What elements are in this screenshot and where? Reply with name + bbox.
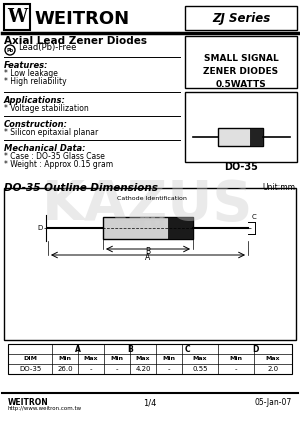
Text: 4.20: 4.20 bbox=[135, 366, 151, 372]
Text: -: - bbox=[168, 366, 170, 372]
FancyBboxPatch shape bbox=[185, 6, 297, 30]
Text: Min: Min bbox=[58, 357, 71, 362]
Text: .ru: .ru bbox=[130, 212, 166, 232]
Text: -: - bbox=[235, 366, 237, 372]
Text: Applications:: Applications: bbox=[4, 96, 66, 105]
Text: -: - bbox=[116, 366, 118, 372]
Bar bbox=[103, 217, 193, 239]
Text: Pb: Pb bbox=[6, 48, 14, 53]
Text: 0.5WATTS: 0.5WATTS bbox=[216, 79, 266, 88]
Bar bbox=[250, 128, 263, 146]
Text: * Case : DO-35 Glass Case: * Case : DO-35 Glass Case bbox=[4, 152, 105, 161]
Bar bbox=[8, 344, 292, 374]
Text: * Voltage stabilization: * Voltage stabilization bbox=[4, 104, 89, 113]
Text: ZJ Series: ZJ Series bbox=[212, 11, 270, 25]
Text: Construction:: Construction: bbox=[4, 120, 68, 129]
Text: Cathode Identification: Cathode Identification bbox=[117, 196, 187, 201]
Bar bbox=[4, 188, 296, 340]
Text: http://www.weitron.com.tw: http://www.weitron.com.tw bbox=[8, 406, 82, 411]
Bar bbox=[218, 128, 263, 146]
Text: C: C bbox=[184, 345, 190, 354]
Text: 05-Jan-07: 05-Jan-07 bbox=[255, 398, 292, 407]
Text: Max: Max bbox=[266, 357, 280, 362]
Text: Min: Min bbox=[110, 357, 124, 362]
Text: Min: Min bbox=[163, 357, 176, 362]
Text: DIM: DIM bbox=[23, 357, 37, 362]
Text: SMALL SIGNAL: SMALL SIGNAL bbox=[204, 54, 278, 62]
Text: Axial Lead Zener Diodes: Axial Lead Zener Diodes bbox=[4, 36, 147, 46]
Text: Features:: Features: bbox=[4, 61, 49, 70]
Text: WEITRON: WEITRON bbox=[8, 398, 49, 407]
Text: A: A bbox=[146, 253, 151, 262]
Text: A: A bbox=[75, 345, 81, 354]
Text: WEITRON: WEITRON bbox=[34, 10, 129, 28]
Text: Mechanical Data:: Mechanical Data: bbox=[4, 144, 86, 153]
Text: DO-35: DO-35 bbox=[19, 366, 41, 372]
Text: B: B bbox=[146, 247, 151, 256]
Text: 2.0: 2.0 bbox=[267, 366, 279, 372]
Text: Min: Min bbox=[230, 357, 242, 362]
Text: * Low leakage: * Low leakage bbox=[4, 69, 58, 78]
Text: DO-35: DO-35 bbox=[224, 162, 258, 172]
Text: W: W bbox=[7, 8, 27, 26]
Text: KAZUS: KAZUS bbox=[42, 178, 254, 232]
Text: 1/4: 1/4 bbox=[143, 398, 157, 407]
Text: ZENER DIODES: ZENER DIODES bbox=[203, 66, 279, 76]
Bar bbox=[168, 217, 193, 239]
Text: DO-35 Outline Dimensions: DO-35 Outline Dimensions bbox=[4, 183, 158, 193]
Text: * High reliability: * High reliability bbox=[4, 77, 67, 86]
FancyBboxPatch shape bbox=[185, 92, 297, 162]
Text: Unit:mm: Unit:mm bbox=[262, 183, 295, 192]
Text: 26.0: 26.0 bbox=[57, 366, 73, 372]
Text: Max: Max bbox=[84, 357, 98, 362]
Text: -: - bbox=[90, 366, 92, 372]
Text: Max: Max bbox=[136, 357, 150, 362]
Text: D: D bbox=[38, 225, 43, 231]
Text: * Weight : Approx 0.15 gram: * Weight : Approx 0.15 gram bbox=[4, 160, 113, 169]
Text: C: C bbox=[252, 214, 257, 220]
Text: D: D bbox=[252, 345, 258, 354]
FancyBboxPatch shape bbox=[185, 36, 297, 88]
Bar bbox=[4, 4, 30, 30]
Text: * Silicon epitaxial planar: * Silicon epitaxial planar bbox=[4, 128, 98, 137]
Text: B: B bbox=[127, 345, 133, 354]
Text: Lead(Pb)-Free: Lead(Pb)-Free bbox=[18, 42, 76, 51]
Text: 0.55: 0.55 bbox=[192, 366, 208, 372]
Text: Max: Max bbox=[193, 357, 207, 362]
